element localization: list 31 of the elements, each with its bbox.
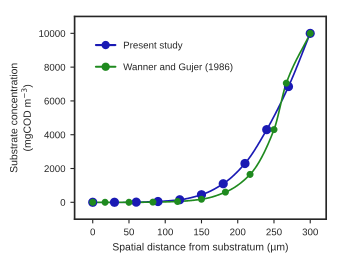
point	[149, 198, 156, 206]
x-axis-title: Spatial distance from substratum (µm)	[112, 242, 288, 253]
point	[282, 80, 290, 87]
x-tick-label: 0	[90, 228, 96, 236]
point	[132, 198, 141, 207]
point	[246, 170, 254, 178]
point	[125, 198, 132, 206]
y-tick-label: 6000	[44, 98, 66, 105]
x-tick-label: 200	[230, 228, 246, 236]
x-tick-label: 50	[124, 228, 134, 236]
y-axis-title: Substrate concentration (mgCOD m$^{−3}$)	[10, 63, 33, 172]
point	[102, 198, 109, 206]
point	[174, 198, 182, 205]
point	[198, 196, 205, 203]
y-tick-label: 8000	[44, 64, 66, 71]
point	[218, 179, 228, 188]
x-tick-label: 100	[158, 228, 173, 236]
point	[222, 188, 229, 196]
point	[110, 198, 120, 207]
legend-label: Present study	[124, 41, 183, 50]
x-tick-label: 250	[266, 228, 282, 236]
point	[240, 158, 250, 168]
point	[270, 126, 278, 134]
y-tick-label: 2000	[44, 165, 66, 172]
y-tick-label: 4000	[44, 131, 66, 138]
point	[262, 125, 272, 134]
x-tick-label: 150	[194, 228, 210, 236]
y-tick-label: 10000	[39, 30, 66, 37]
x-tick-label: 300	[302, 228, 318, 236]
legend-label: Wanner and Gujer (1986)	[123, 63, 232, 72]
y-tick-label: 0	[60, 199, 66, 206]
